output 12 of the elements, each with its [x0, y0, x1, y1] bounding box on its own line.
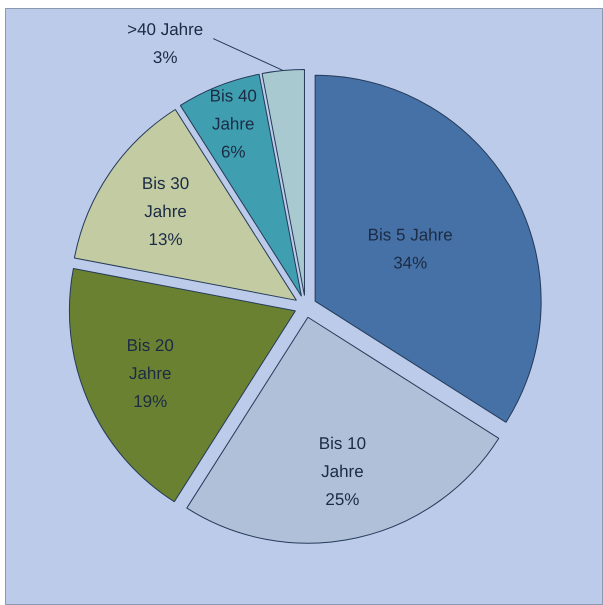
- data-label: 3%: [152, 48, 178, 68]
- data-label: 13%: [148, 230, 183, 249]
- slice-label: Bis 40 Jahre: [210, 86, 257, 134]
- slice-label: Bis 5 Jahre: [368, 225, 453, 244]
- data-label: 34%: [393, 253, 428, 272]
- slice-label: >40 Jahre: [127, 20, 204, 40]
- data-label: 6%: [220, 142, 246, 162]
- data-label: 19%: [133, 392, 168, 412]
- data-label: 25%: [325, 490, 360, 510]
- slice-label: Bis 30 Jahre: [142, 174, 190, 221]
- slice-label: Bis 10 Jahre: [318, 434, 366, 482]
- slice-label: Bis 20 Jahre: [126, 336, 174, 384]
